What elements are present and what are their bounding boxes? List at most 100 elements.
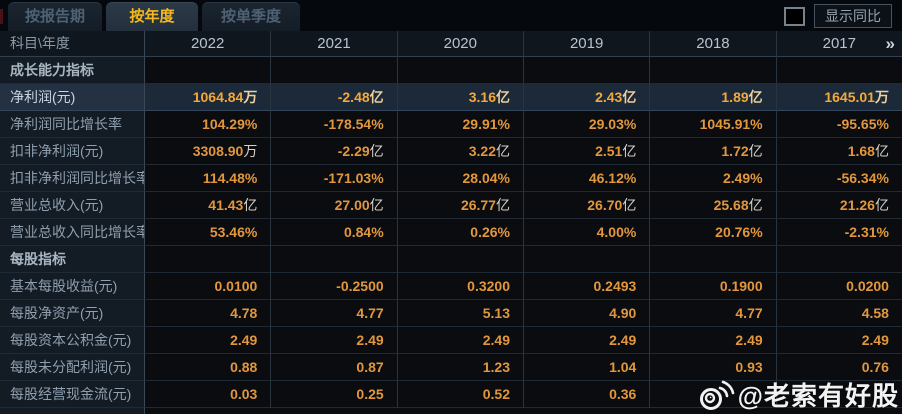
table-row[interactable]: 净利润同比增长率 104.29% -178.54% 29.91% 29.03% 1045.… xyxy=(0,111,902,138)
row-label: 每股资本公积金(元) xyxy=(0,327,145,354)
cell-value: 2.49 xyxy=(650,327,777,354)
year-header-2017-label: 2017 xyxy=(822,35,856,52)
tab-by-year[interactable]: 按年度 xyxy=(106,2,198,31)
row-label: 营业总收入(元) xyxy=(0,192,145,219)
cell-value: 0.52 xyxy=(397,381,524,408)
year-header-2021: 2021 xyxy=(271,31,398,57)
cell-value: 2.49 xyxy=(397,327,524,354)
cell-value xyxy=(523,57,651,84)
row-label: 净利润同比增长率 xyxy=(0,111,145,138)
tab-by-report-period[interactable]: 按报告期 xyxy=(8,2,102,31)
cell-value: 2.49 xyxy=(271,327,398,354)
compare-control: 显示同比 xyxy=(784,4,892,28)
cell-value: -171.03% xyxy=(271,165,398,192)
cell-value: 41.43亿 xyxy=(145,192,272,219)
cell-value: 0.0200 xyxy=(776,273,902,300)
cell-value: 2.51亿 xyxy=(523,138,651,165)
more-columns-icon[interactable]: » xyxy=(885,34,895,53)
cell-value xyxy=(776,57,902,84)
cell-value: 21.26亿 xyxy=(776,192,902,219)
cell-value: 104.29% xyxy=(145,111,272,138)
year-header-2017: 2017 » xyxy=(776,31,902,57)
cell-value xyxy=(145,246,272,273)
cell-value: 0.03 xyxy=(145,381,272,408)
table-row[interactable]: 营业总收入同比增长率 53.46% 0.84% 0.26% 4.00% 20.76% -2.… xyxy=(0,219,902,246)
cell-value: 1645.01万 xyxy=(776,84,902,111)
cell-value: -95.65% xyxy=(776,111,902,138)
table-row[interactable]: 扣非净利润同比增长率 114.48% -171.03% 28.04% 46.12% 2.4… xyxy=(0,165,902,192)
table-row[interactable]: 净利润(元) 1064.84万 -2.48亿 3.16亿 2.43亿 1.89亿 1645.… xyxy=(0,84,902,111)
cell-value: 1045.91% xyxy=(650,111,777,138)
cell-value: -178.54% xyxy=(271,111,398,138)
table-row[interactable]: 每股净资产(元) 4.78 4.77 5.13 4.90 4.77 4.58 xyxy=(0,300,902,327)
corner-header: 科目\年度 xyxy=(0,31,145,57)
cell-value: 4.58 xyxy=(776,300,902,327)
cell-value: 3.22亿 xyxy=(397,138,524,165)
cell-value xyxy=(397,246,524,273)
period-tabbar: 按报告期 按年度 按单季度 显示同比 xyxy=(0,0,902,31)
year-header-2022: 2022 xyxy=(145,31,272,57)
cell-value: 4.78 xyxy=(145,300,272,327)
cell-value: 0.3200 xyxy=(397,273,524,300)
section-row[interactable]: 每股指标 xyxy=(0,246,902,273)
table-row[interactable]: 每股未分配利润(元) 0.88 0.87 1.23 1.04 0.93 0.76 xyxy=(0,354,902,381)
cell-value: 2.49 xyxy=(776,327,902,354)
table-row[interactable]: 每股资本公积金(元) 2.49 2.49 2.49 2.49 2.49 2.49 xyxy=(0,327,902,354)
cell-value: -0.2500 xyxy=(271,273,398,300)
section-row[interactable]: 成长能力指标 xyxy=(0,57,902,84)
compare-checkbox[interactable] xyxy=(784,6,805,26)
cell-value: 0.1900 xyxy=(650,273,777,300)
cell-value: 20.76% xyxy=(650,219,777,246)
tab-by-quarter[interactable]: 按单季度 xyxy=(202,2,300,31)
cell-value: 4.77 xyxy=(650,300,777,327)
cell-value: 1.89亿 xyxy=(650,84,777,111)
cell-value: 2.49 xyxy=(523,327,651,354)
cell-value xyxy=(776,246,902,273)
cell-value: 3308.90万 xyxy=(145,138,272,165)
cell-value: 0.0100 xyxy=(145,273,272,300)
cell-value xyxy=(271,246,398,273)
cell-value xyxy=(145,57,272,84)
cell-value: 27.00亿 xyxy=(271,192,398,219)
cell-value xyxy=(776,381,902,408)
left-edge-marker xyxy=(0,9,3,24)
table-row[interactable]: 扣非净利润(元) 3308.90万 -2.29亿 3.22亿 2.51亿 1.72亿 1.6… xyxy=(0,138,902,165)
row-label: 扣非净利润(元) xyxy=(0,138,145,165)
cell-value: 46.12% xyxy=(523,165,651,192)
cell-value: 0.88 xyxy=(145,354,272,381)
row-label: 每股净资产(元) xyxy=(0,300,145,327)
cell-value: 3.16亿 xyxy=(397,84,524,111)
cell-value: -56.34% xyxy=(776,165,902,192)
cell-value: 0.26% xyxy=(397,219,524,246)
table-row[interactable]: 每股经营现金流(元) 0.03 0.25 0.52 0.36 xyxy=(0,381,902,408)
cell-value: 4.00% xyxy=(523,219,651,246)
row-label: 每股指标 xyxy=(0,246,145,273)
cell-value: 2.49% xyxy=(650,165,777,192)
table-row[interactable]: 基本每股收益(元) 0.0100 -0.2500 0.3200 0.2493 0.1900… xyxy=(0,273,902,300)
table-header-row: 科目\年度 2022 2021 2020 2019 2018 2017 » xyxy=(0,31,902,57)
cell-value: 1.68亿 xyxy=(776,138,902,165)
cell-value: 1064.84万 xyxy=(145,84,272,111)
cell-value: 114.48% xyxy=(145,165,272,192)
row-label: 净利润(元) xyxy=(0,84,145,111)
cell-value xyxy=(523,246,651,273)
cell-value: 2.49 xyxy=(145,327,272,354)
cell-value: 1.04 xyxy=(523,354,651,381)
cell-value: 5.13 xyxy=(397,300,524,327)
cell-value: 29.03% xyxy=(523,111,651,138)
row-label: 成长能力指标 xyxy=(0,57,145,84)
compare-label[interactable]: 显示同比 xyxy=(814,4,892,28)
row-label: 扣非净利润同比增长率 xyxy=(0,165,145,192)
cell-value: 1.23 xyxy=(397,354,524,381)
table-row[interactable]: 营业总收入(元) 41.43亿 27.00亿 26.77亿 26.70亿 25.68亿 21… xyxy=(0,192,902,219)
year-header-2020: 2020 xyxy=(397,31,524,57)
cell-value: 0.36 xyxy=(523,381,651,408)
cell-value: 0.87 xyxy=(271,354,398,381)
financial-table-body: 成长能力指标 净利润(元) 1064.84万 -2.48亿 3.16亿 2.43亿 1.89… xyxy=(0,57,902,408)
cell-value: 0.2493 xyxy=(523,273,651,300)
cutoff-next-row xyxy=(0,408,902,414)
cell-value: 26.77亿 xyxy=(397,192,524,219)
row-label: 基本每股收益(元) xyxy=(0,273,145,300)
cell-value: 4.90 xyxy=(523,300,651,327)
